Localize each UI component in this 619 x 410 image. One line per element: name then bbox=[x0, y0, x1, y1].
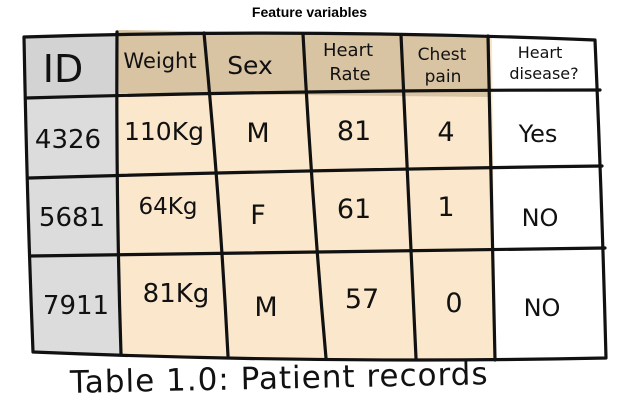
col-line-4 bbox=[399, 33, 418, 360]
cell-chest-pain: 4 bbox=[437, 117, 454, 148]
col-line-5 bbox=[486, 34, 497, 362]
table-row: 4326 110Kg M 81 4 Yes bbox=[35, 116, 557, 155]
header-heart-disease-line2: disease? bbox=[509, 64, 578, 83]
header-row: ID Weight Sex Heart Rate Chest pain Hear… bbox=[43, 40, 579, 91]
table-row: 5681 64Kg F 61 1 NO bbox=[39, 192, 559, 233]
cell-sex: M bbox=[254, 292, 277, 323]
header-chest-pain-line1: Chest bbox=[418, 45, 467, 65]
col-line-1 bbox=[115, 30, 123, 356]
cell-heart-disease: NO bbox=[524, 294, 561, 322]
cell-id: 4326 bbox=[35, 125, 101, 155]
cell-chest-pain: 0 bbox=[445, 288, 462, 319]
cell-id: 5681 bbox=[39, 203, 105, 233]
header-heart-rate-line1: Heart bbox=[323, 40, 373, 61]
cell-heart-disease: NO bbox=[522, 204, 559, 232]
cell-heart-rate: 57 bbox=[345, 284, 379, 315]
header-id: ID bbox=[43, 47, 83, 91]
cell-weight: 64Kg bbox=[139, 194, 198, 220]
cell-weight: 81Kg bbox=[143, 279, 210, 309]
header-heart-rate-line2: Rate bbox=[329, 64, 370, 85]
col-line-3 bbox=[301, 32, 328, 360]
row-line-2 bbox=[27, 164, 604, 180]
cell-weight: 110Kg bbox=[124, 117, 204, 146]
header-weight: Weight bbox=[123, 49, 196, 73]
cell-heart-rate: 61 bbox=[337, 194, 371, 225]
feature-variables-label: Feature variables bbox=[251, 4, 368, 20]
table-grid bbox=[22, 30, 608, 362]
table-row: 7911 81Kg M 57 0 NO bbox=[43, 279, 561, 323]
header-chest-pain-line2: pain bbox=[425, 67, 462, 87]
header-heart-disease-line1: Heart bbox=[518, 43, 563, 62]
cell-id: 7911 bbox=[43, 291, 109, 321]
cell-heart-disease: Yes bbox=[518, 120, 558, 148]
header-sex: Sex bbox=[227, 51, 273, 80]
col-line-2 bbox=[202, 31, 230, 358]
cell-sex: M bbox=[246, 118, 269, 149]
cell-chest-pain: 1 bbox=[437, 192, 454, 223]
cell-sex: F bbox=[250, 200, 266, 231]
id-column-shade bbox=[25, 34, 121, 354]
id-header-shade bbox=[25, 34, 119, 99]
table-border bbox=[22, 31, 608, 362]
cell-heart-rate: 81 bbox=[337, 116, 371, 147]
